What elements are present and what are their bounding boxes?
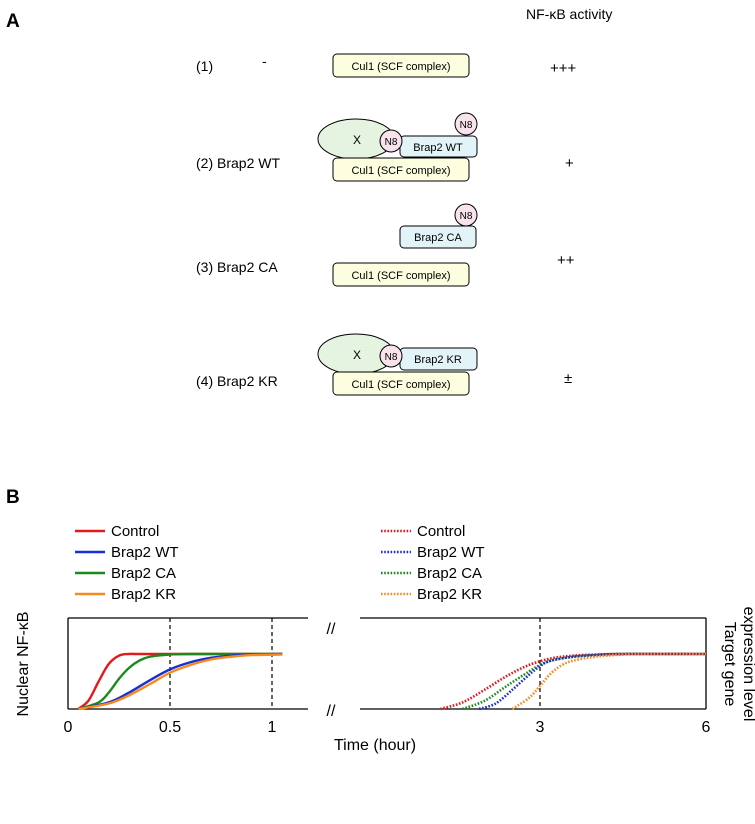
x-tick-label: 6 <box>702 719 711 736</box>
row-4-name: (4) Brap2 KR <box>196 373 278 389</box>
legend-label: Brap2 KR <box>417 586 482 603</box>
brap2-label: Brap2 CA <box>414 232 462 244</box>
row-3-name: (3) Brap2 CA <box>196 259 278 275</box>
series-line-control-dotted <box>440 652 707 711</box>
legend-label: Brap2 KR <box>111 586 176 603</box>
legend-label: Brap2 CA <box>417 565 482 582</box>
legend-label: Control <box>111 523 159 540</box>
cul1-box <box>332 157 470 182</box>
y-axis-label-right-2: expression level <box>740 607 755 722</box>
cul1-label: Cul1 (SCF complex) <box>351 165 450 177</box>
legend-label: Brap2 WT <box>417 544 485 561</box>
cul1-label: Cul1 (SCF complex) <box>351 61 450 73</box>
row-2-name: (2) Brap2 WT <box>196 155 280 171</box>
series-line-brap2-wt-dotted <box>478 652 707 711</box>
x-label: X <box>353 348 361 362</box>
panel-a-label: A <box>6 11 20 32</box>
row-4: X Brap2 KR N8 Cul1 (SCF complex) (4) Bra… <box>196 333 572 396</box>
nedd8-label: N8 <box>385 352 398 363</box>
cul1-box <box>332 371 470 396</box>
x-label: X <box>353 133 361 147</box>
cul1-box <box>332 262 470 287</box>
row-1-activity: +++ <box>550 60 577 77</box>
reference-lines <box>169 618 541 709</box>
x-tick-label: 0 <box>64 719 73 736</box>
x-tick-labels: 0 0.5 1 3 6 <box>64 719 711 736</box>
nedd8-badge <box>379 344 403 368</box>
nedd8-badge <box>379 129 403 153</box>
series-line-brap2-kr-solid <box>77 653 283 711</box>
row-2-activity: + <box>565 155 574 172</box>
nedd8-label: N8 <box>385 137 398 148</box>
row-3: Brap2 CA N8 Cul1 (SCF complex) (3) Brap2… <box>196 203 575 287</box>
series-line-control-solid <box>77 652 283 710</box>
series-line-brap2-ca-dotted <box>462 652 707 711</box>
activity-header: NF-κB activity <box>526 6 612 22</box>
cul1-label: Cul1 (SCF complex) <box>351 379 450 391</box>
x-tick-label: 1 <box>268 719 277 736</box>
panel-b-label: B <box>6 487 20 508</box>
row-1: (1) - Cul1 (SCF complex) +++ <box>196 53 577 78</box>
legend-label: Brap2 WT <box>111 544 179 561</box>
curves <box>77 652 707 711</box>
series-line-brap2-kr-dotted <box>511 652 707 711</box>
nedd8-label: N8 <box>460 120 473 131</box>
row-1-treatment: - <box>262 53 267 69</box>
row-3-activity: ++ <box>557 252 575 269</box>
legend-left: Control Brap2 WT Brap2 CA Brap2 KR <box>75 523 179 603</box>
brap2-box <box>399 225 477 249</box>
brap2-label: Brap2 KR <box>414 354 462 366</box>
axis-break-bottom: // <box>327 703 336 720</box>
nedd8-badge <box>454 112 478 136</box>
y-axis-label-left: Nuclear NF-κB <box>15 612 32 717</box>
cul1-box <box>332 53 470 78</box>
brap2-label: Brap2 WT <box>413 142 463 154</box>
row-1-name: (1) <box>196 58 213 74</box>
legend-right: Control Brap2 WT Brap2 CA Brap2 KR <box>381 523 485 603</box>
x-axis-label: Time (hour) <box>334 737 416 754</box>
legend-label: Control <box>417 523 465 540</box>
plot-frame <box>67 617 707 710</box>
axis-break-top: // <box>327 621 336 638</box>
y-axis-label-right-1: Target gene <box>721 622 738 707</box>
nedd8-label: N8 <box>460 211 473 222</box>
cul1-label: Cul1 (SCF complex) <box>351 270 450 282</box>
series-line-brap2-ca-solid <box>77 652 283 711</box>
row-2: X Brap2 WT N8 N8 Cul1 (SCF complex) (2) … <box>196 112 574 182</box>
x-tick-label: 3 <box>536 719 545 736</box>
nedd8-badge <box>454 203 478 227</box>
row-4-activity: ± <box>564 370 572 387</box>
x-tick-label: 0.5 <box>159 719 181 736</box>
legend-label: Brap2 CA <box>111 565 176 582</box>
